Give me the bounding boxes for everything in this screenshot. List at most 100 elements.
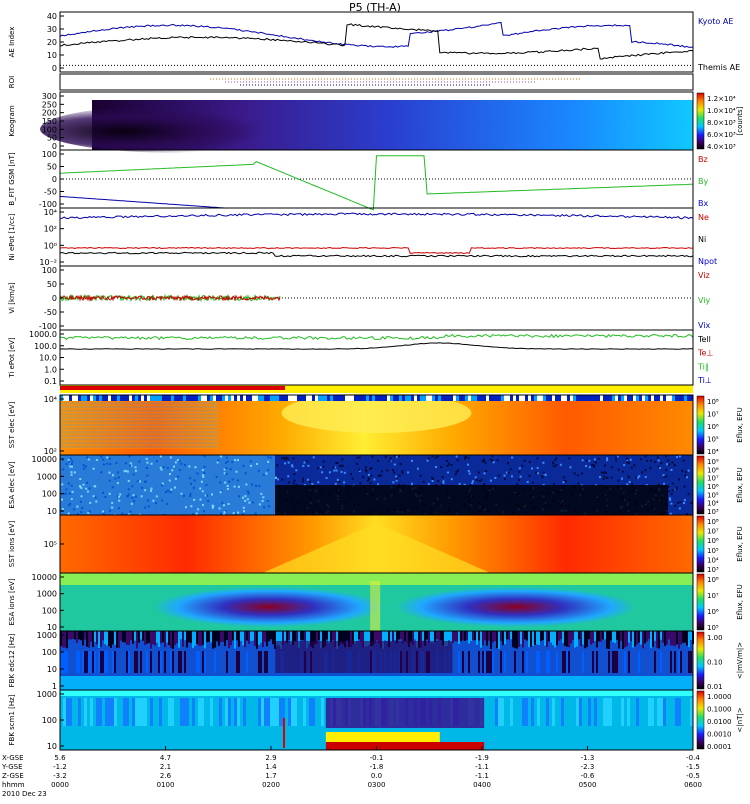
esa-elec-pixel bbox=[202, 510, 205, 513]
fbk-edc-stripe bbox=[336, 631, 338, 649]
sst-elec-stripe bbox=[60, 432, 219, 434]
esa-elec-pixel bbox=[667, 490, 670, 493]
sst-elec-stripe bbox=[60, 433, 219, 435]
fbk-edc-stripe bbox=[668, 631, 670, 640]
fbk-edc-stripe bbox=[280, 631, 282, 649]
fbk-edc-stripe bbox=[492, 631, 494, 643]
ytick-vi: 0 bbox=[52, 294, 57, 303]
esa-elec-pixel bbox=[663, 482, 666, 485]
esa-elec-pixel bbox=[124, 462, 127, 465]
sst-elec-stripe bbox=[60, 431, 219, 433]
esa-elec-pixel bbox=[509, 468, 512, 471]
esa-elec-pixel bbox=[446, 459, 449, 462]
sst-elec-noise bbox=[279, 395, 282, 401]
esa-elec-pixel bbox=[528, 460, 531, 463]
sst-elec-noise bbox=[513, 395, 516, 401]
ytick-fbk1: 10 bbox=[47, 665, 57, 674]
esa-elec-pixel bbox=[108, 457, 111, 460]
sst-elec-noise bbox=[273, 395, 276, 401]
esa-elec-pixel bbox=[483, 472, 486, 475]
esa-elec-pixel bbox=[416, 467, 419, 470]
sst-elec-noise bbox=[138, 395, 141, 401]
esa-elec-pixel bbox=[127, 493, 130, 496]
fbk-edc-stripe bbox=[400, 631, 402, 640]
esa-elec-pixel bbox=[410, 482, 413, 485]
sst-elec-noise bbox=[408, 395, 411, 401]
esa-elec-pixel bbox=[671, 482, 674, 485]
esa-elec-pixel bbox=[483, 483, 486, 486]
esa-elec-pixel bbox=[178, 469, 181, 472]
esa-elec-pixel bbox=[577, 482, 580, 485]
fbk-edc-stripe bbox=[522, 651, 524, 673]
esa-elec-pixel bbox=[185, 506, 188, 509]
esa-elec-pixel bbox=[127, 488, 130, 491]
sst-elec-stripe bbox=[60, 443, 219, 445]
sst-elec-noise bbox=[252, 395, 255, 401]
sst-elec-noise bbox=[684, 395, 687, 401]
xaxis-row-label: Y-GSE bbox=[1, 763, 23, 771]
sst-elec-noise bbox=[117, 395, 120, 401]
sst-elec-noise bbox=[315, 395, 318, 401]
fbk-edc-stripe bbox=[690, 651, 692, 673]
esa-elec-pixel bbox=[76, 505, 79, 508]
esa-elec-pixel bbox=[605, 472, 608, 475]
sst-elec-stripe bbox=[60, 422, 219, 424]
esa-elec-pixel bbox=[205, 484, 208, 487]
fbk-edc-stripe bbox=[98, 631, 100, 648]
sst-elec-noise bbox=[297, 395, 300, 401]
fbk-edc-stripe bbox=[178, 631, 180, 648]
sst-elec-noise bbox=[204, 395, 207, 401]
legend-bfld: Bx bbox=[698, 199, 708, 208]
xaxis-value: 4.7 bbox=[160, 754, 171, 762]
esa-elec-pixel bbox=[115, 461, 118, 464]
fbk-scm-stripe bbox=[198, 698, 201, 726]
esa-elec-pixel bbox=[401, 470, 404, 473]
fbk-edc-stripe bbox=[104, 651, 106, 673]
esa-elec-pixel bbox=[69, 457, 72, 460]
fbk-scm-stripe bbox=[111, 698, 114, 726]
colorbar-tick: 10⁹ bbox=[707, 458, 719, 466]
esa-elec-pixel bbox=[226, 460, 229, 463]
esa-elec-pixel bbox=[467, 470, 470, 473]
fbk-edc-stripe bbox=[172, 631, 174, 649]
esa-elec-pixel bbox=[61, 458, 64, 461]
fbk-edc-stripe bbox=[598, 631, 600, 642]
esa-elec-pixel bbox=[202, 504, 205, 507]
esa-elec-pixel bbox=[71, 460, 74, 463]
fbk-edc-stripe bbox=[456, 631, 458, 642]
fbk-edc-stripe bbox=[656, 631, 658, 648]
fbk-edc-stripe bbox=[384, 631, 386, 641]
esa-elec-pixel bbox=[554, 458, 557, 461]
esa-elec-pixel bbox=[544, 474, 547, 477]
xaxis-row-label: X-GSE bbox=[2, 754, 24, 762]
ytick-sst_e: 10² bbox=[44, 447, 57, 456]
esa-elec-pixel bbox=[176, 459, 179, 462]
esa-elec-pixel bbox=[370, 474, 373, 477]
esa-elec-pixel bbox=[376, 459, 379, 462]
esa-elec-pixel bbox=[126, 470, 129, 473]
fbk-edc-stripe bbox=[162, 631, 164, 643]
fbk-scm-stripe bbox=[312, 698, 315, 726]
colorbar-label: Eflux, EFU bbox=[736, 467, 744, 502]
fbk-edc-stripe bbox=[674, 631, 676, 647]
sst-elec-noise bbox=[303, 395, 306, 401]
esa-elec-pixel bbox=[237, 485, 240, 488]
esa-elec-pixel bbox=[581, 472, 584, 475]
esa-elec-pixel bbox=[635, 476, 638, 479]
esa-elec-pixel bbox=[76, 513, 79, 516]
esa-elec-pixel bbox=[67, 482, 70, 485]
esa-elec-pixel bbox=[254, 512, 257, 515]
sst-elec-noise bbox=[144, 395, 147, 401]
esa-elec-pixel bbox=[234, 459, 237, 462]
fbk-scm-stripe bbox=[234, 698, 237, 726]
fbk-edc-stripe bbox=[282, 631, 284, 646]
fbk-edc-stripe bbox=[628, 631, 630, 643]
esa-elec-pixel bbox=[446, 464, 449, 467]
esa-elec-pixel bbox=[593, 458, 596, 461]
esa-elec-pixel bbox=[685, 471, 688, 474]
fbk-edc-stripe bbox=[62, 651, 64, 673]
esa-elec-pixel bbox=[555, 464, 558, 467]
fbk-edc-stripe bbox=[164, 651, 166, 673]
esa-elec-pixel bbox=[257, 469, 260, 472]
esa-elec-pixel bbox=[644, 455, 647, 458]
